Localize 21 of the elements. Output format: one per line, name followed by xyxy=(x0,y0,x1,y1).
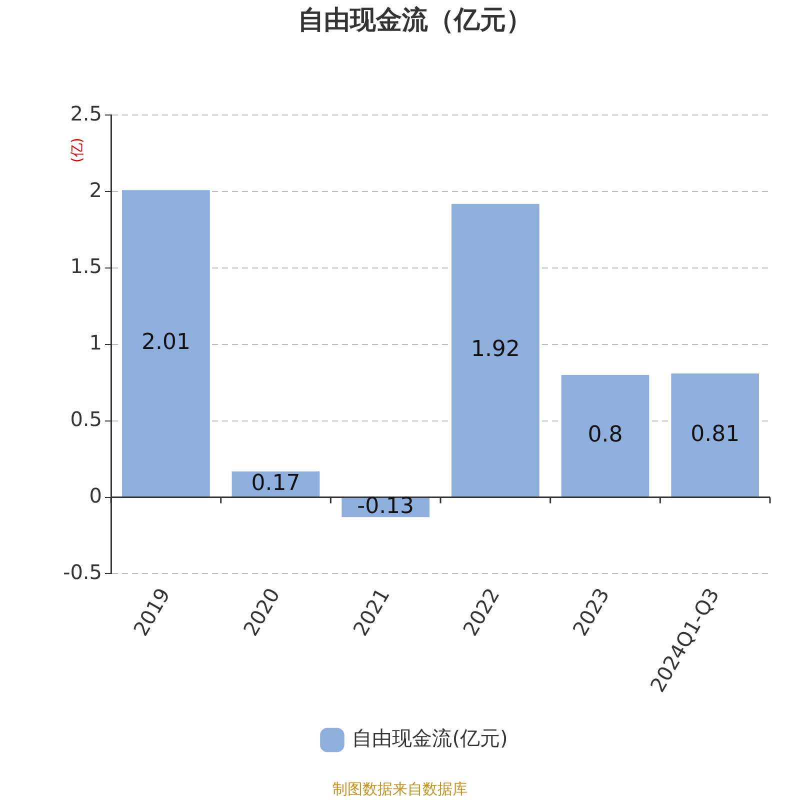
legend-label: 自由现金流(亿元) xyxy=(352,726,508,750)
bar xyxy=(451,204,540,497)
y-tick-label: 2 xyxy=(89,178,102,202)
y-tick-label: 0 xyxy=(89,484,102,508)
y-tick-label: -0.5 xyxy=(62,560,102,584)
y-tick-label: 0.5 xyxy=(70,407,102,432)
data-label: 0.8 xyxy=(588,422,623,448)
bar xyxy=(671,374,760,497)
bar xyxy=(122,190,210,497)
bar xyxy=(561,375,650,497)
text: 制图数据来自数据库 xyxy=(332,780,468,798)
y-tick-label: 2.5 xyxy=(70,101,102,126)
y-tick-label: 1 xyxy=(89,330,102,355)
data-label: 1.92 xyxy=(470,337,520,362)
data-label: 2.01 xyxy=(141,330,190,356)
y-axis-title: (亿) xyxy=(70,138,86,163)
data-label: 0.81 xyxy=(690,422,740,447)
chart-title: 自由现金流（亿元） xyxy=(298,5,532,36)
data-label: -0.13 xyxy=(357,494,414,520)
y-tick-label: 1.5 xyxy=(70,254,102,278)
data-label: 0.17 xyxy=(251,470,300,496)
